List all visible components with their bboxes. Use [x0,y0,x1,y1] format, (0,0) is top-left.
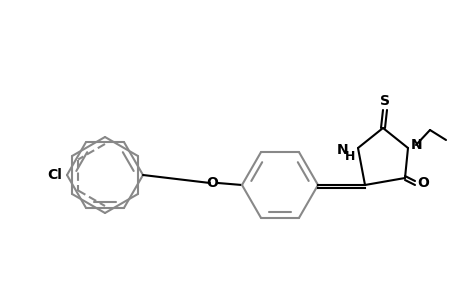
Text: Cl: Cl [47,168,62,182]
Text: H: H [344,149,354,163]
Text: N: N [410,138,422,152]
Text: S: S [379,94,389,108]
Text: N: N [336,143,347,157]
Text: O: O [206,176,218,190]
Text: O: O [416,176,428,190]
